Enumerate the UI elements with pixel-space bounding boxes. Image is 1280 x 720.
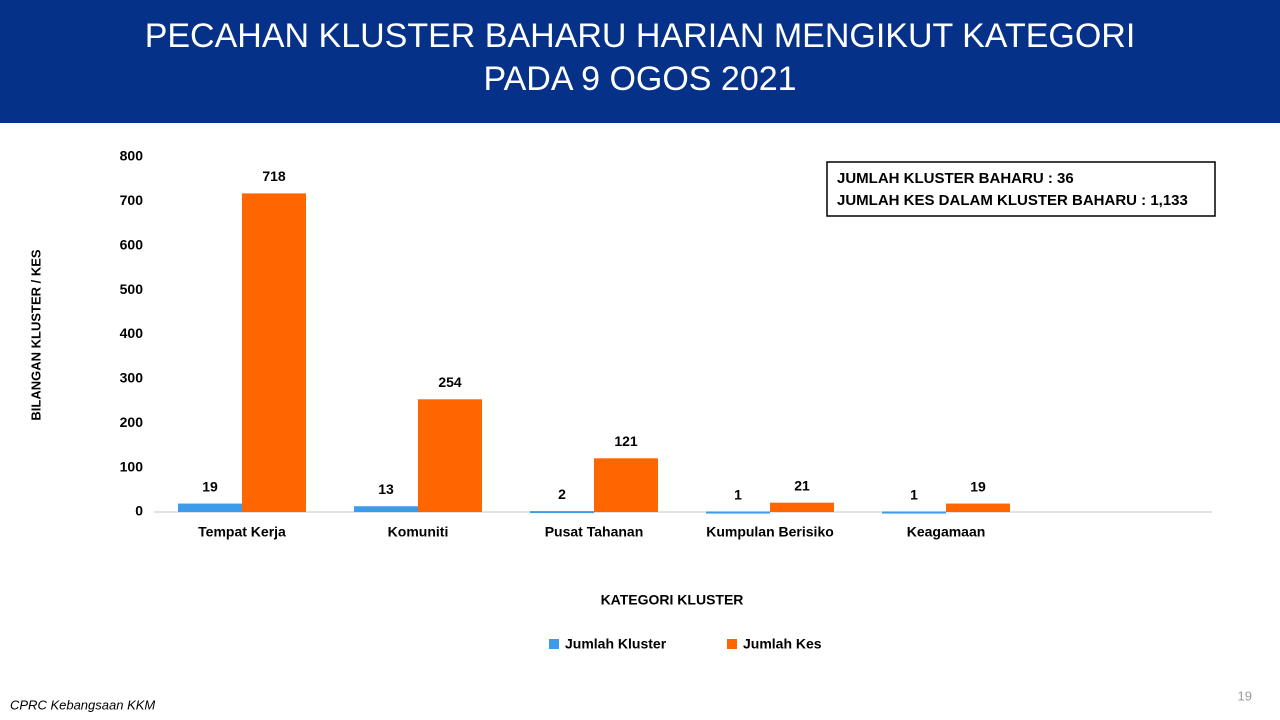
summary-text: JUMLAH KES DALAM KLUSTER BAHARU : 1,133 — [837, 192, 1188, 209]
slide-title: PADA 9 OGOS 2021 — [483, 60, 796, 98]
y-tick-label: 700 — [120, 192, 144, 208]
slide-title: PECAHAN KLUSTER BAHARU HARIAN MENGIKUT K… — [145, 17, 1136, 55]
x-tick-label: Tempat Kerja — [198, 524, 286, 540]
legend-label: Jumlah Kes — [743, 636, 822, 652]
bar — [242, 193, 306, 512]
bar — [946, 503, 1010, 512]
data-label: 13 — [378, 481, 394, 497]
header-band — [0, 0, 1280, 123]
y-tick-label: 300 — [120, 370, 144, 386]
data-label: 718 — [262, 168, 286, 184]
data-label: 121 — [614, 433, 638, 449]
data-label: 19 — [202, 478, 218, 494]
bar — [418, 399, 482, 512]
bar — [770, 502, 834, 512]
footer-source: CPRC Kebangsaan KKM — [10, 697, 155, 712]
data-label: 19 — [970, 478, 986, 494]
y-tick-label: 600 — [120, 236, 144, 252]
data-label: 1 — [734, 486, 742, 502]
bar — [354, 506, 418, 512]
x-tick-label: Pusat Tahanan — [545, 524, 644, 540]
bar — [594, 458, 658, 512]
x-tick-label: Komuniti — [388, 524, 449, 540]
data-label: 1 — [910, 486, 918, 502]
y-tick-label: 400 — [120, 325, 144, 341]
bar — [178, 503, 242, 512]
summary-box — [826, 161, 1216, 217]
y-tick-label: 100 — [120, 458, 144, 474]
summary-text: JUMLAH KLUSTER BAHARU : 36 — [837, 170, 1074, 187]
data-label: 2 — [558, 486, 566, 502]
bar — [706, 511, 770, 514]
y-axis-label: BILANGAN KLUSTER / KES — [28, 249, 43, 421]
y-tick-label: 200 — [120, 414, 144, 430]
data-label: 254 — [438, 374, 462, 390]
legend-swatch — [727, 639, 737, 649]
y-tick-label: 500 — [120, 281, 144, 297]
legend-swatch — [549, 639, 559, 649]
legend-label: Jumlah Kluster — [565, 636, 667, 652]
y-tick-label: 0 — [135, 503, 143, 519]
x-tick-label: Kumpulan Berisiko — [706, 524, 834, 540]
bar — [530, 511, 594, 514]
y-tick-label: 800 — [120, 148, 144, 164]
page-number: 19 — [1238, 688, 1252, 703]
x-axis-label: KATEGORI KLUSTER — [601, 592, 744, 608]
x-tick-label: Keagamaan — [907, 524, 986, 540]
bar — [882, 511, 946, 514]
data-label: 21 — [794, 477, 810, 493]
